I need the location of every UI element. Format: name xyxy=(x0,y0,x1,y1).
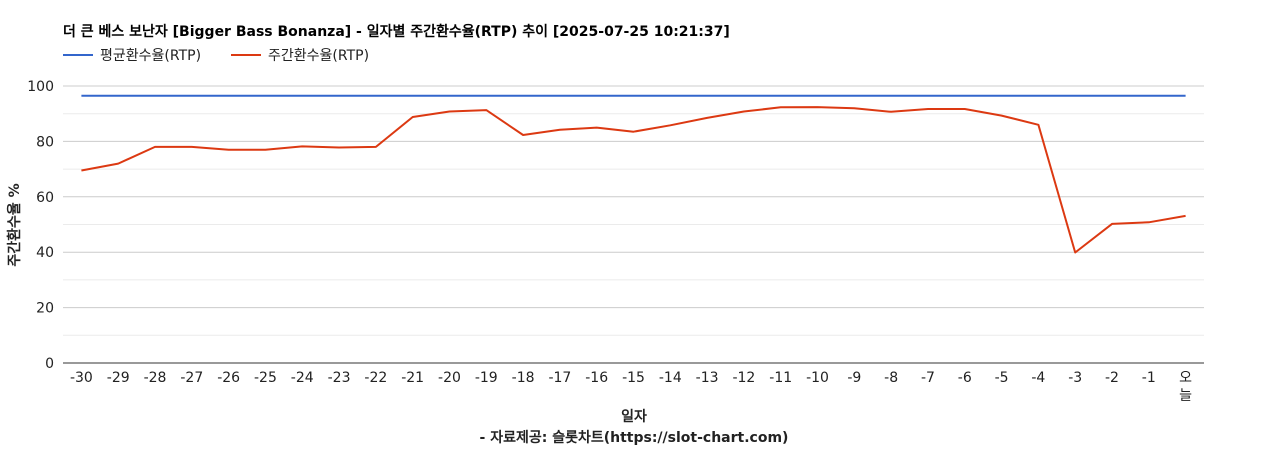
x-tick-label: -22 xyxy=(364,370,387,386)
x-tick-label: -6 xyxy=(958,370,972,386)
source-credit: - 자료제공: 슬롯차트(https://slot-chart.com) xyxy=(480,430,789,446)
series-line-weekly-rtp xyxy=(81,106,1186,254)
x-tick-label: -12 xyxy=(732,370,755,386)
x-tick-label: -23 xyxy=(328,370,351,386)
y-tick-label: 80 xyxy=(36,134,54,150)
gridlines xyxy=(63,85,1204,336)
x-tick-label: -5 xyxy=(995,370,1009,386)
x-tick-label: -21 xyxy=(401,370,424,386)
x-tick-label: -4 xyxy=(1031,370,1045,386)
x-axis-label: 일자 xyxy=(621,409,647,425)
series-lines xyxy=(81,94,1186,254)
x-tick-label: -25 xyxy=(254,370,277,386)
y-tick-label: 60 xyxy=(36,190,54,206)
x-tick-label: -16 xyxy=(585,370,608,386)
x-tick-label: -14 xyxy=(659,370,682,386)
x-axis-ticks: -30 -29 -28 -27 -26 -25 -24 -23 -22 -21 -20 -19 -18-… xyxy=(70,370,1192,404)
x-tick-label: -17 xyxy=(548,370,571,386)
x-tick-label: -19 xyxy=(475,370,498,386)
y-axis-label: 주간환수율 % xyxy=(6,183,23,266)
x-tick-label: -13 xyxy=(696,370,719,386)
x-tick-label: -24 xyxy=(291,370,314,386)
legend-label-average: 평균환수율(RTP) xyxy=(100,48,201,64)
x-tick-label: -27 xyxy=(180,370,203,386)
x-tick-label: -7 xyxy=(921,370,935,386)
y-tick-label: 100 xyxy=(27,79,54,95)
y-axis-ticks: 0 20 40 60 80 100 xyxy=(27,79,54,372)
x-tick-label: -8 xyxy=(884,370,898,386)
y-tick-label: 20 xyxy=(36,301,54,317)
x-tick-label: -3 xyxy=(1068,370,1082,386)
x-tick-label: -2 xyxy=(1105,370,1119,386)
x-tick-label: -15 xyxy=(622,370,645,386)
x-tick-label: -30 xyxy=(70,370,93,386)
legend: 평균환수율(RTP) 주간환수율(RTP) xyxy=(63,48,369,64)
x-tick-label: -18 xyxy=(512,370,535,386)
x-tick-label: -20 xyxy=(438,370,461,386)
x-tick-label: -26 xyxy=(217,370,240,386)
x-tick-label: -9 xyxy=(847,370,861,386)
x-tick-label: -29 xyxy=(107,370,130,386)
x-tick-label: -28 xyxy=(144,370,167,386)
x-tick-label: -11 xyxy=(769,370,792,386)
legend-label-weekly: 주간환수율(RTP) xyxy=(268,48,369,64)
chart-title: 더 큰 베스 보난자 [Bigger Bass Bonanza] - 일자별 주… xyxy=(63,23,730,40)
y-tick-label: 0 xyxy=(45,356,54,372)
x-tick-label: -1 xyxy=(1142,370,1156,386)
y-tick-label: 40 xyxy=(36,245,54,261)
x-tick-label: -10 xyxy=(806,370,829,386)
